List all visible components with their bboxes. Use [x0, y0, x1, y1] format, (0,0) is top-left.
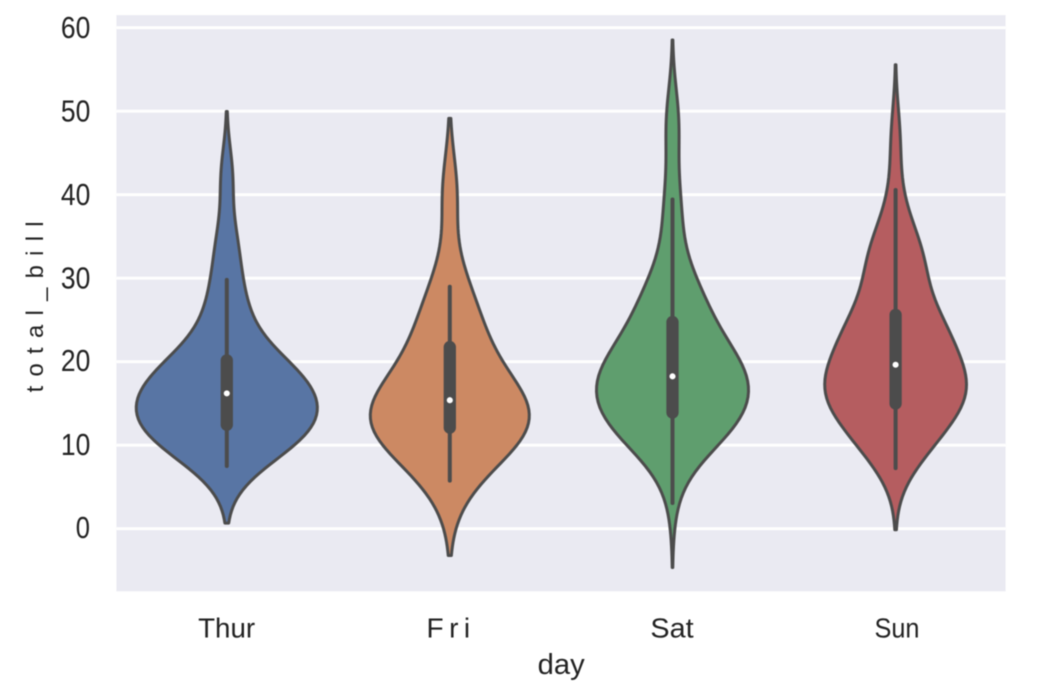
svg-text:day: day [538, 649, 585, 681]
svg-text:Thur: Thur [198, 613, 255, 644]
svg-text:50: 50 [61, 95, 90, 129]
svg-text:10: 10 [61, 428, 90, 462]
svg-text:Sat: Sat [650, 613, 693, 644]
svg-text:60: 60 [61, 11, 90, 45]
svg-text:40: 40 [61, 178, 90, 212]
svg-text:30: 30 [61, 261, 90, 295]
svg-text:20: 20 [61, 344, 90, 378]
svg-text:0: 0 [76, 511, 90, 545]
svg-text:Sun: Sun [875, 613, 920, 644]
svg-text:Fri: Fri [427, 613, 471, 644]
